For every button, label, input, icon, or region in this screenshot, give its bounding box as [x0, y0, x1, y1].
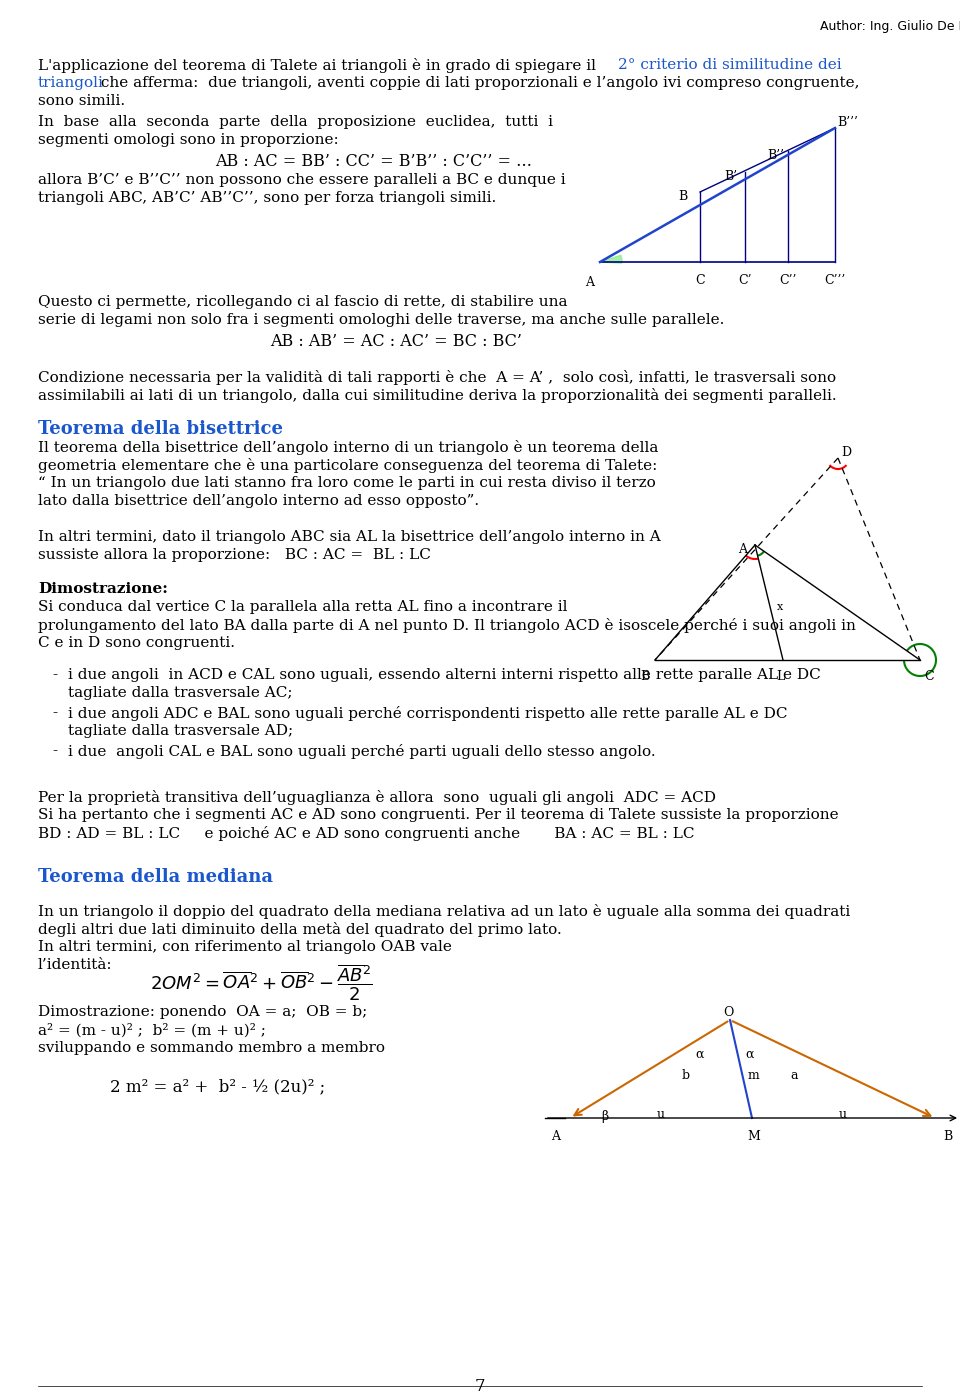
Text: i due  angoli CAL e BAL sono uguali perché parti uguali dello stesso angolo.: i due angoli CAL e BAL sono uguali perch… [68, 744, 656, 759]
Text: a: a [790, 1068, 798, 1082]
Text: degli altri due lati diminuito della metà del quadrato del primo lato.: degli altri due lati diminuito della met… [38, 922, 562, 937]
Text: allora B’C’ e B’’C’’ non possono che essere paralleli a BC e dunque i: allora B’C’ e B’’C’’ non possono che ess… [38, 173, 565, 187]
Text: A: A [738, 543, 747, 556]
Text: Condizione necessaria per la validità di tali rapporti è che  A = A’ ,  solo cos: Condizione necessaria per la validità di… [38, 371, 836, 384]
Text: l’identità:: l’identità: [38, 958, 112, 972]
Text: che afferma:  due triangoli, aventi coppie di lati proporzionali e l’angolo ivi : che afferma: due triangoli, aventi coppi… [96, 77, 859, 91]
Text: u: u [657, 1107, 665, 1121]
Text: a² = (m - u)² ;  b² = (m + u)² ;: a² = (m - u)² ; b² = (m + u)² ; [38, 1022, 266, 1038]
Text: i due angoli  in ACD e CAL sono uguali, essendo alterni interni rispetto alle re: i due angoli in ACD e CAL sono uguali, e… [68, 669, 821, 683]
Text: “ In un triangolo due lati stanno fra loro come le parti in cui resta diviso il : “ In un triangolo due lati stanno fra lo… [38, 476, 656, 490]
Text: In un triangolo il doppio del quadrato della mediana relativa ad un lato è ugual: In un triangolo il doppio del quadrato d… [38, 904, 851, 919]
Text: Dimostrazione:: Dimostrazione: [38, 582, 168, 596]
Text: sviluppando e sommando membro a membro: sviluppando e sommando membro a membro [38, 1041, 385, 1055]
Text: C’’’: C’’’ [825, 274, 846, 287]
Text: O: O [723, 1006, 733, 1020]
Text: B’: B’ [724, 170, 737, 182]
Text: lato dalla bisettrice dell’angolo interno ad esso opposto”.: lato dalla bisettrice dell’angolo intern… [38, 495, 479, 508]
Text: M: M [748, 1130, 760, 1144]
Text: Si ha pertanto che i segmenti AC e AD sono congruenti. Per il teorema di Talete : Si ha pertanto che i segmenti AC e AD so… [38, 808, 839, 822]
Text: u: u [839, 1107, 847, 1121]
Text: L: L [776, 670, 784, 683]
Text: Per la proprietà transitiva dell’uguaglianza è allora  sono  uguali gli angoli  : Per la proprietà transitiva dell’uguagli… [38, 790, 716, 805]
Text: A: A [585, 276, 594, 288]
Text: C’: C’ [738, 274, 752, 287]
Text: -: - [52, 744, 58, 758]
Text: B: B [640, 670, 650, 683]
Text: 2° criterio di similitudine dei: 2° criterio di similitudine dei [618, 59, 842, 72]
Text: In altri termini, dato il triangolo ABC sia AL la bisettrice dell’angolo interno: In altri termini, dato il triangolo ABC … [38, 529, 660, 545]
Text: BD : AD = BL : LC     e poiché AC e AD sono congruenti anche       BA : AC = BL : BD : AD = BL : LC e poiché AC e AD sono … [38, 826, 694, 841]
Text: D: D [841, 446, 852, 460]
Text: segmenti omologi sono in proporzione:: segmenti omologi sono in proporzione: [38, 132, 339, 148]
Text: Si conduca dal vertice C la parallela alla retta AL fino a incontrare il: Si conduca dal vertice C la parallela al… [38, 600, 567, 614]
Text: B’’’: B’’’ [837, 116, 858, 130]
Text: Il teorema della bisettrice dell’angolo interno di un triangolo è un teorema del: Il teorema della bisettrice dell’angolo … [38, 440, 659, 456]
Text: A: A [551, 1130, 560, 1144]
Text: prolungamento del lato BA dalla parte di A nel punto D. Il triangolo ACD è isosc: prolungamento del lato BA dalla parte di… [38, 618, 856, 632]
Text: geometria elementare che è una particolare conseguenza del teorema di Talete:: geometria elementare che è una particola… [38, 458, 658, 474]
Text: AB : AB’ = AC : AC’ = BC : BC’: AB : AB’ = AC : AC’ = BC : BC’ [270, 333, 522, 350]
Text: Teorema della mediana: Teorema della mediana [38, 868, 273, 886]
Text: Teorema della bisettrice: Teorema della bisettrice [38, 421, 283, 437]
Text: assimilabili ai lati di un triangolo, dalla cui similitudine deriva la proporzio: assimilabili ai lati di un triangolo, da… [38, 389, 836, 403]
Text: B: B [943, 1130, 952, 1144]
Text: Questo ci permette, ricollegando ci al fascio di rette, di stabilire una: Questo ci permette, ricollegando ci al f… [38, 295, 567, 309]
Text: m: m [748, 1068, 759, 1082]
Text: 7: 7 [474, 1378, 486, 1393]
Text: serie di legami non solo fra i segmenti omologhi delle traverse, ma anche sulle : serie di legami non solo fra i segmenti … [38, 313, 725, 327]
Text: C e in D sono congruenti.: C e in D sono congruenti. [38, 637, 235, 651]
Text: sono simili.: sono simili. [38, 93, 125, 109]
Text: α: α [696, 1048, 705, 1061]
Text: sussiste allora la proporzione:   BC : AC =  BL : LC: sussiste allora la proporzione: BC : AC … [38, 547, 431, 561]
Wedge shape [600, 255, 622, 263]
Text: C: C [695, 274, 705, 287]
Text: C’’: C’’ [780, 274, 797, 287]
Text: In  base  alla  seconda  parte  della  proposizione  euclidea,  tutti  i: In base alla seconda parte della proposi… [38, 116, 553, 130]
Text: Dimostrazione: ponendo  OA = a;  OB = b;: Dimostrazione: ponendo OA = a; OB = b; [38, 1004, 368, 1020]
Text: 2 m² = a² +  b² - ½ (2u)² ;: 2 m² = a² + b² - ½ (2u)² ; [110, 1078, 325, 1095]
Text: B: B [679, 189, 688, 203]
Text: L'applicazione del teorema di Talete ai triangoli è in grado di spiegare il: L'applicazione del teorema di Talete ai … [38, 59, 601, 72]
Text: Author: Ing. Giulio De Meo: Author: Ing. Giulio De Meo [820, 20, 960, 33]
Text: In altri termini, con riferimento al triangolo OAB vale: In altri termini, con riferimento al tri… [38, 940, 452, 954]
Text: -: - [52, 669, 58, 683]
Text: x: x [777, 602, 783, 612]
Text: B’’: B’’ [767, 149, 784, 162]
Text: β: β [601, 1110, 609, 1123]
Text: triangoli ABC, AB’C’ AB’’C’’, sono per forza triangoli simili.: triangoli ABC, AB’C’ AB’’C’’, sono per f… [38, 191, 496, 205]
Text: b: b [682, 1068, 690, 1082]
Text: AB : AC = BB’ : CC’ = B’B’’ : C’C’’ = …: AB : AC = BB’ : CC’ = B’B’’ : C’C’’ = … [215, 153, 532, 170]
Text: -: - [52, 706, 58, 720]
Text: triangoli: triangoli [38, 77, 104, 91]
Text: tagliate dalla trasversale AC;: tagliate dalla trasversale AC; [68, 685, 293, 701]
Text: C: C [924, 670, 934, 683]
Text: tagliate dalla trasversale AD;: tagliate dalla trasversale AD; [68, 724, 293, 738]
Text: α: α [746, 1048, 755, 1061]
Text: $2OM^2=\overline{OA}^2+\overline{OB}^2-\dfrac{\overline{AB}^2}{2}$: $2OM^2=\overline{OA}^2+\overline{OB}^2-\… [150, 963, 372, 1003]
Text: i due angoli ADC e BAL sono uguali perché corrispondenti rispetto alle rette par: i due angoli ADC e BAL sono uguali perch… [68, 706, 787, 722]
